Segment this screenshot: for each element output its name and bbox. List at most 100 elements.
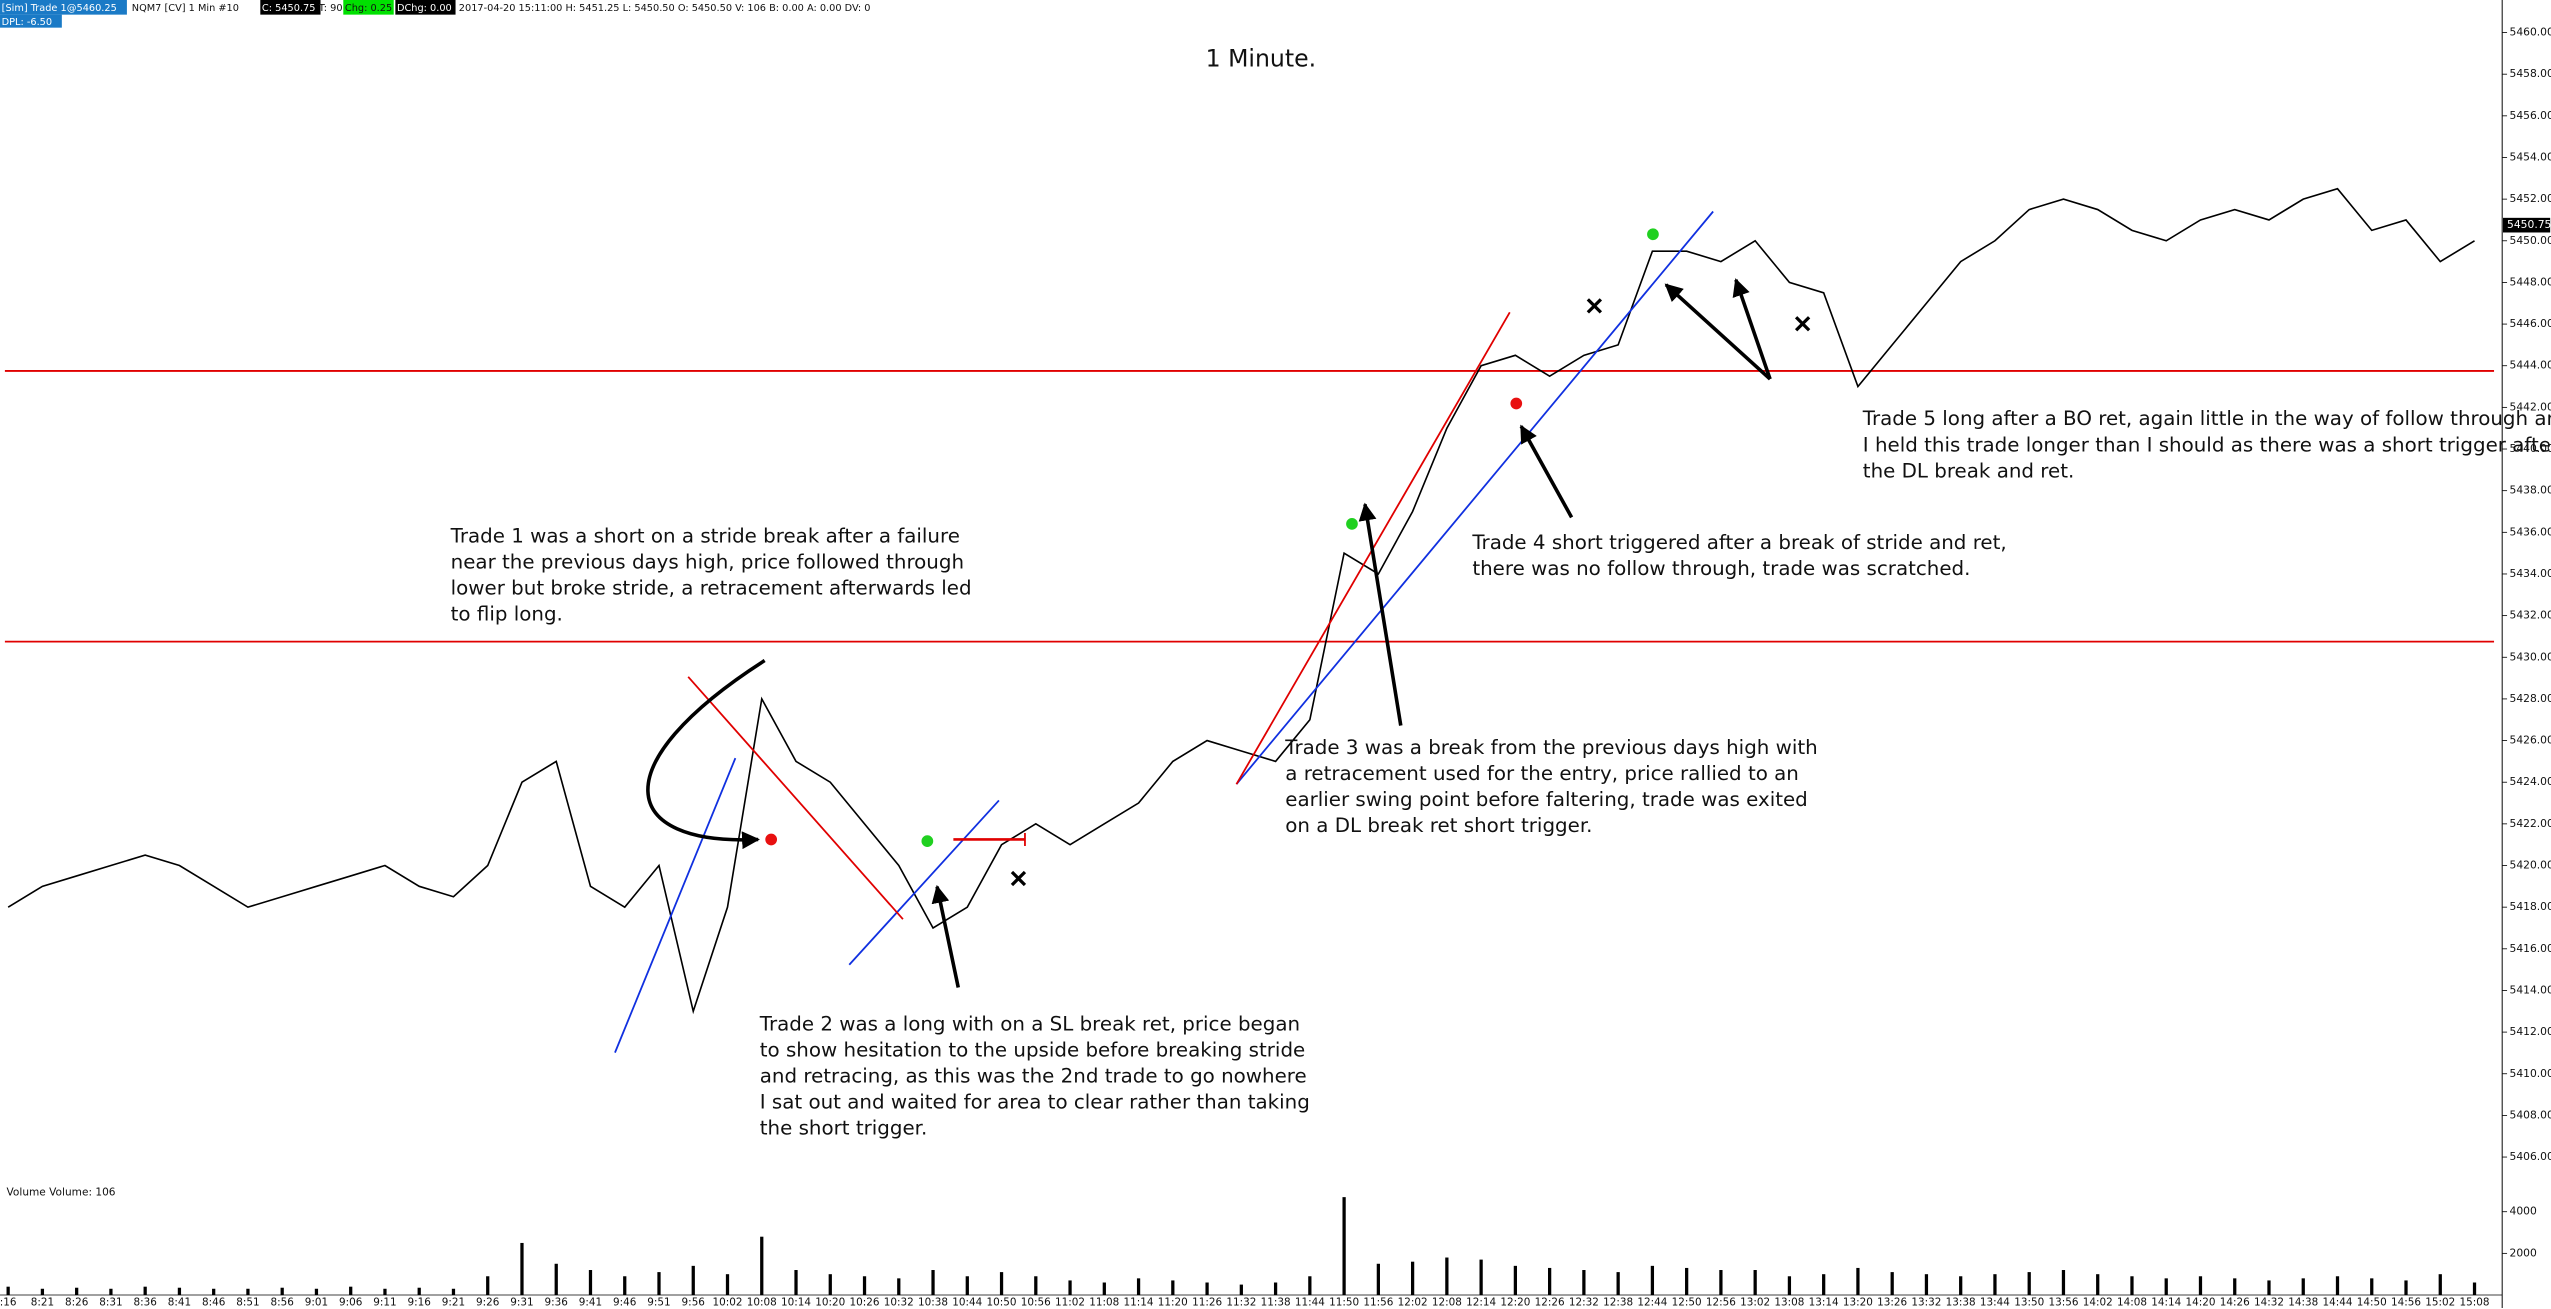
volume-bar bbox=[1513, 1265, 1518, 1296]
x-tick-label: 8:21 bbox=[31, 1296, 54, 1308]
volume-bar bbox=[2438, 1274, 2442, 1296]
x-tick-label: 11:14 bbox=[1124, 1296, 1154, 1308]
volume-bar bbox=[794, 1270, 798, 1296]
x-tick-label: 11:02 bbox=[1055, 1296, 1085, 1308]
y-tick-label: 5458.00 bbox=[2510, 67, 2551, 80]
x-tick-label: 10:44 bbox=[952, 1296, 982, 1308]
annotation: on a DL break ret short trigger. bbox=[1285, 814, 1592, 837]
x-tick-label: 9:41 bbox=[579, 1296, 602, 1308]
annotation: Trade 4 short triggered after a break of… bbox=[1471, 531, 2006, 554]
volume-bar bbox=[1034, 1276, 1038, 1296]
x-tick-label: 13:20 bbox=[1843, 1296, 1873, 1308]
y-tick-label: 5432.00 bbox=[2510, 609, 2551, 622]
x-tick-label: 8:46 bbox=[202, 1296, 225, 1308]
x-tick-label: 9:26 bbox=[476, 1296, 499, 1308]
volume-bar bbox=[1685, 1267, 1689, 1296]
x-tick-label: 11:26 bbox=[1192, 1296, 1222, 1308]
x-tick-label: 14:38 bbox=[2288, 1296, 2318, 1308]
exit-mark bbox=[1794, 316, 1811, 332]
x-tick-label: 8:31 bbox=[99, 1296, 122, 1308]
volume-bar bbox=[965, 1276, 969, 1296]
x-tick-label: 9:16 bbox=[408, 1296, 431, 1308]
x-tick-label: 13:38 bbox=[1946, 1296, 1976, 1308]
annotation: the DL break and ret. bbox=[1863, 459, 2075, 482]
y-tick-label: 5424.00 bbox=[2510, 775, 2551, 788]
volume-title: Volume Volume: 106 bbox=[7, 1187, 116, 1199]
x-tick-label: 13:44 bbox=[1980, 1296, 2010, 1308]
volume-bar bbox=[2164, 1278, 2168, 1296]
annotation: Trade 5 long after a BO ret, again littl… bbox=[1862, 407, 2551, 430]
y-tick-label: 5406.00 bbox=[2510, 1150, 2551, 1163]
volume-bar bbox=[1650, 1265, 1655, 1296]
y-tick-label: 5412.00 bbox=[2510, 1025, 2551, 1038]
volume-bar bbox=[280, 1287, 284, 1296]
volume-bar bbox=[451, 1288, 456, 1296]
x-tick-label: 13:50 bbox=[2014, 1296, 2044, 1308]
volume-bar bbox=[383, 1288, 387, 1296]
header-ohlc: 2017-04-20 15:11:00 H: 5451.25 L: 5450.5… bbox=[459, 3, 871, 14]
volume-bar bbox=[2301, 1278, 2305, 1296]
arrows bbox=[646, 278, 1772, 988]
volume-bar bbox=[75, 1287, 79, 1296]
volume-bar bbox=[2198, 1276, 2203, 1296]
entry-dot bbox=[1647, 228, 1659, 241]
volume-bar bbox=[1479, 1259, 1483, 1296]
drawings bbox=[614, 210, 1714, 1053]
volume-bar bbox=[1856, 1267, 1860, 1296]
volume-bar bbox=[1890, 1272, 1894, 1296]
trend-line bbox=[848, 799, 1000, 966]
volume-bar bbox=[40, 1288, 45, 1296]
volume-bar bbox=[2472, 1282, 2477, 1296]
x-tick-label: 8:51 bbox=[236, 1296, 259, 1308]
exits bbox=[1010, 298, 1811, 887]
x-tick-label: 13:14 bbox=[1809, 1296, 1839, 1308]
x-tick-label: 10:32 bbox=[884, 1296, 914, 1308]
volume-bar bbox=[2130, 1276, 2134, 1296]
x-tick-label: 8:41 bbox=[168, 1296, 191, 1308]
y-tick-label: 5440.00 bbox=[2510, 442, 2551, 455]
annotation: a retracement used for the entry, price … bbox=[1285, 762, 1799, 785]
x-tick-label: 11:38 bbox=[1261, 1296, 1291, 1308]
x-tick-label: 11:56 bbox=[1363, 1296, 1393, 1308]
entry-dot bbox=[1510, 397, 1523, 410]
y-tick-label: 5420.00 bbox=[2510, 859, 2551, 872]
arrow bbox=[1664, 283, 1772, 381]
annotation: there was no follow through, trade was s… bbox=[1472, 557, 1970, 580]
exit-mark bbox=[1010, 870, 1027, 887]
y-tick-label: 4000 bbox=[2510, 1205, 2537, 1218]
annotation: Trade 1 was a short on a stride break af… bbox=[450, 524, 960, 547]
annotation: Trade 2 was a long with on a SL break re… bbox=[759, 1012, 1300, 1035]
volume-bar bbox=[520, 1242, 524, 1296]
x-tick-label: 9:51 bbox=[647, 1296, 670, 1308]
annotation: I held this trade longer than I should a… bbox=[1863, 433, 2551, 456]
x-tick-label: 12:56 bbox=[1706, 1296, 1736, 1308]
header-dpl: DPL: -6.50 bbox=[2, 17, 52, 28]
volume-bar bbox=[417, 1287, 421, 1296]
x-tick-label: 9:11 bbox=[373, 1296, 396, 1308]
x-tick-label: 12:20 bbox=[1500, 1296, 1530, 1308]
volume-bar bbox=[1068, 1280, 1072, 1296]
y-tick-label: 5460.00 bbox=[2510, 26, 2551, 39]
y-tick-label: 5456.00 bbox=[2510, 109, 2551, 122]
trend-line bbox=[614, 757, 737, 1053]
volume-bar bbox=[760, 1236, 764, 1296]
volume-bar bbox=[2027, 1272, 2031, 1296]
y-tick-label: 5446.00 bbox=[2510, 317, 2551, 330]
x-tick-label: 12:14 bbox=[1466, 1296, 1496, 1308]
volume-bar bbox=[1273, 1282, 1278, 1296]
volume-bar bbox=[314, 1288, 319, 1296]
volume-bar bbox=[1102, 1282, 1106, 1296]
header-badge bbox=[395, 0, 456, 15]
last-price-box bbox=[2502, 217, 2551, 233]
x-tick-label: 12:32 bbox=[1569, 1296, 1599, 1308]
volume-bar bbox=[1753, 1270, 1757, 1296]
volume-bar bbox=[1308, 1276, 1312, 1296]
volume-bar bbox=[1548, 1267, 1552, 1296]
arrow bbox=[646, 659, 766, 850]
volume-bar bbox=[2335, 1276, 2340, 1296]
volume-bar bbox=[1205, 1282, 1209, 1296]
volume-bar bbox=[1376, 1263, 1380, 1296]
volume-bar bbox=[588, 1270, 593, 1296]
y-tick-label: 5408.00 bbox=[2510, 1108, 2551, 1121]
volume-bar bbox=[246, 1288, 250, 1296]
